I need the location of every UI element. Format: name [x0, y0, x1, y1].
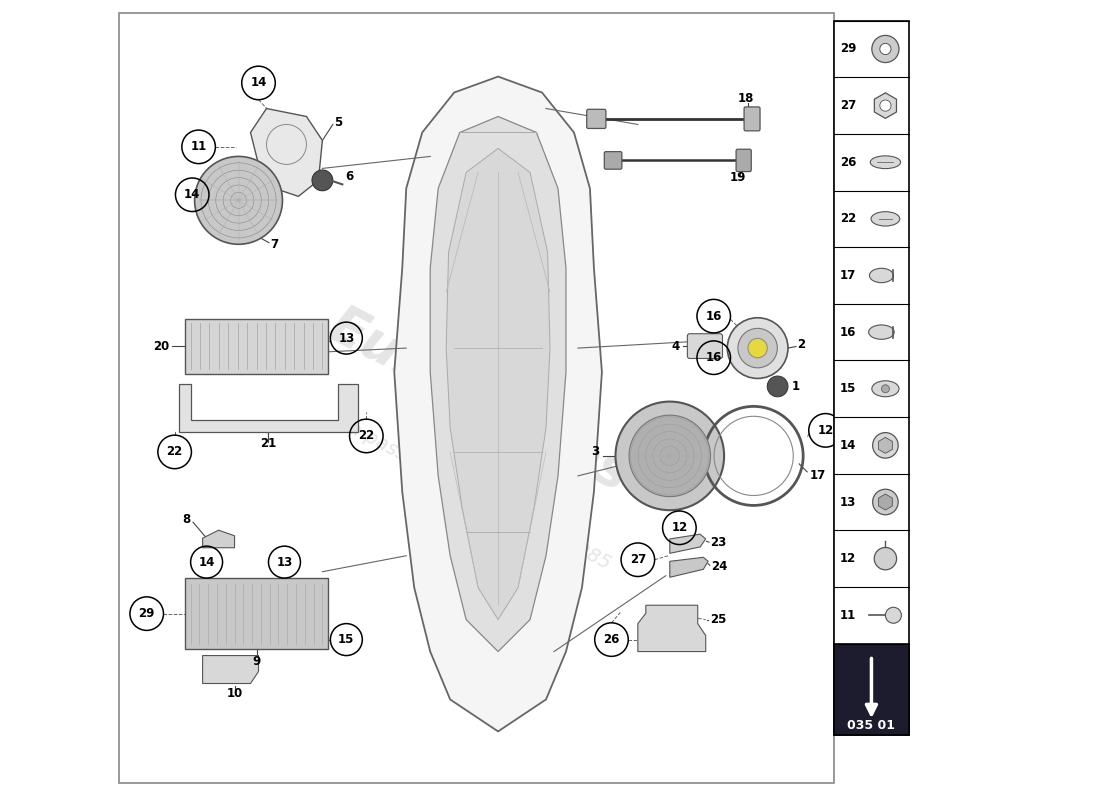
Text: 26: 26 — [603, 633, 619, 646]
Text: 29: 29 — [139, 607, 155, 620]
Polygon shape — [394, 77, 602, 731]
Text: 1: 1 — [792, 380, 800, 393]
Text: 16: 16 — [705, 351, 722, 364]
Text: 11: 11 — [190, 140, 207, 154]
Text: Eurospares: Eurospares — [320, 298, 639, 502]
Ellipse shape — [869, 268, 893, 282]
Circle shape — [881, 385, 890, 393]
Text: 15: 15 — [338, 633, 354, 646]
FancyBboxPatch shape — [586, 110, 606, 129]
Text: 6: 6 — [344, 170, 353, 183]
Text: 13: 13 — [839, 495, 856, 509]
Polygon shape — [670, 534, 706, 554]
Polygon shape — [202, 655, 258, 683]
Polygon shape — [874, 93, 896, 118]
FancyBboxPatch shape — [834, 21, 910, 735]
Text: a passion for parts since 1985: a passion for parts since 1985 — [345, 418, 614, 574]
Circle shape — [886, 607, 901, 623]
Text: 17: 17 — [839, 269, 856, 282]
Text: 27: 27 — [839, 99, 856, 112]
FancyBboxPatch shape — [736, 150, 751, 171]
Text: 10: 10 — [227, 687, 243, 700]
Polygon shape — [430, 117, 566, 651]
Polygon shape — [178, 384, 359, 432]
Text: 15: 15 — [839, 382, 856, 395]
Text: 25: 25 — [710, 613, 726, 626]
Polygon shape — [879, 494, 892, 510]
Ellipse shape — [869, 325, 894, 339]
Circle shape — [727, 318, 788, 378]
Text: 13: 13 — [338, 332, 354, 345]
Polygon shape — [447, 149, 550, 620]
Text: 12: 12 — [839, 552, 856, 565]
Ellipse shape — [870, 156, 901, 169]
Circle shape — [629, 415, 711, 497]
Text: 11: 11 — [839, 609, 856, 622]
Circle shape — [312, 170, 333, 190]
Text: 24: 24 — [712, 560, 728, 573]
Text: 19: 19 — [729, 171, 746, 185]
Text: 27: 27 — [629, 554, 646, 566]
Text: 22: 22 — [839, 212, 856, 226]
Polygon shape — [879, 438, 892, 454]
Text: 16: 16 — [839, 326, 856, 338]
Text: 14: 14 — [198, 556, 214, 569]
Ellipse shape — [871, 212, 900, 226]
Polygon shape — [638, 606, 706, 651]
FancyBboxPatch shape — [688, 334, 723, 358]
Text: 18: 18 — [738, 93, 754, 106]
Text: 16: 16 — [705, 310, 722, 322]
Text: 8: 8 — [183, 514, 190, 526]
Text: 22: 22 — [166, 446, 183, 458]
Text: 3: 3 — [592, 446, 600, 458]
FancyBboxPatch shape — [744, 107, 760, 131]
Text: 26: 26 — [839, 156, 856, 169]
Circle shape — [872, 490, 899, 514]
Circle shape — [616, 402, 724, 510]
Text: 13: 13 — [276, 556, 293, 569]
Circle shape — [872, 35, 899, 62]
Text: 2: 2 — [798, 338, 805, 350]
Text: 17: 17 — [810, 470, 826, 482]
Polygon shape — [251, 109, 322, 196]
Circle shape — [748, 338, 768, 358]
Text: 7: 7 — [271, 238, 278, 250]
Text: 9: 9 — [252, 655, 261, 669]
Circle shape — [872, 433, 899, 458]
FancyBboxPatch shape — [604, 152, 622, 170]
FancyBboxPatch shape — [185, 578, 328, 649]
Circle shape — [767, 376, 788, 397]
Text: 12: 12 — [817, 424, 834, 437]
Text: 14: 14 — [184, 188, 200, 202]
Text: 035 01: 035 01 — [847, 719, 895, 732]
Ellipse shape — [872, 381, 899, 397]
Circle shape — [195, 157, 283, 244]
Circle shape — [880, 43, 891, 54]
Text: 12: 12 — [671, 522, 688, 534]
Text: 21: 21 — [261, 438, 276, 450]
Text: 4: 4 — [672, 339, 680, 353]
Text: 29: 29 — [839, 42, 856, 55]
Text: 22: 22 — [359, 430, 374, 442]
Circle shape — [738, 328, 778, 368]
Polygon shape — [670, 558, 708, 578]
Text: 23: 23 — [710, 536, 726, 549]
Text: 14: 14 — [839, 439, 856, 452]
Polygon shape — [202, 530, 234, 548]
Circle shape — [880, 100, 891, 111]
Text: 20: 20 — [153, 339, 169, 353]
Text: 5: 5 — [334, 116, 342, 130]
FancyBboxPatch shape — [185, 318, 328, 374]
Circle shape — [874, 547, 896, 570]
FancyBboxPatch shape — [834, 643, 910, 735]
Text: 14: 14 — [251, 77, 266, 90]
